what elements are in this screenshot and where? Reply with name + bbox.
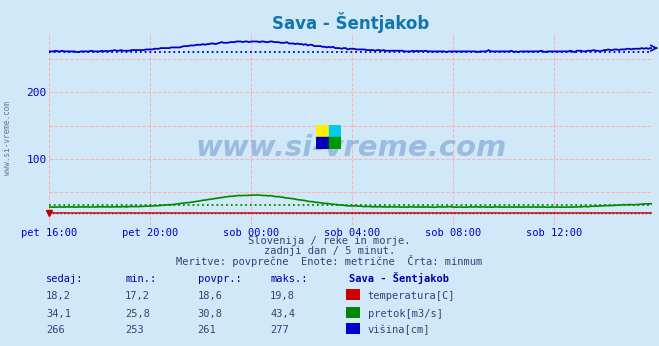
Text: 30,8: 30,8 (198, 309, 223, 319)
Text: 18,2: 18,2 (46, 291, 71, 301)
Title: Sava - Šentjakob: Sava - Šentjakob (272, 12, 430, 33)
Text: višina[cm]: višina[cm] (368, 325, 430, 335)
Text: 19,8: 19,8 (270, 291, 295, 301)
Text: temperatura[C]: temperatura[C] (368, 291, 455, 301)
Text: 261: 261 (198, 325, 216, 335)
Text: 277: 277 (270, 325, 289, 335)
Text: 253: 253 (125, 325, 144, 335)
Text: sedaj:: sedaj: (46, 274, 84, 284)
Text: zadnji dan / 5 minut.: zadnji dan / 5 minut. (264, 246, 395, 256)
Bar (329, 125, 341, 137)
Text: Slovenija / reke in morje.: Slovenija / reke in morje. (248, 236, 411, 246)
Text: 43,4: 43,4 (270, 309, 295, 319)
Text: maks.:: maks.: (270, 274, 308, 284)
Text: Sava - Šentjakob: Sava - Šentjakob (349, 272, 449, 284)
Text: povpr.:: povpr.: (198, 274, 241, 284)
Text: 17,2: 17,2 (125, 291, 150, 301)
Text: pretok[m3/s]: pretok[m3/s] (368, 309, 443, 319)
Text: www.si-vreme.com: www.si-vreme.com (195, 134, 507, 162)
Text: 18,6: 18,6 (198, 291, 223, 301)
Text: 34,1: 34,1 (46, 309, 71, 319)
Bar (329, 137, 341, 149)
Text: min.:: min.: (125, 274, 156, 284)
Text: 25,8: 25,8 (125, 309, 150, 319)
Text: www.si-vreme.com: www.si-vreme.com (3, 101, 13, 175)
Bar (316, 137, 329, 149)
Bar (316, 125, 329, 137)
Text: 266: 266 (46, 325, 65, 335)
Text: Meritve: povprečne  Enote: metrične  Črta: minmum: Meritve: povprečne Enote: metrične Črta:… (177, 255, 482, 267)
